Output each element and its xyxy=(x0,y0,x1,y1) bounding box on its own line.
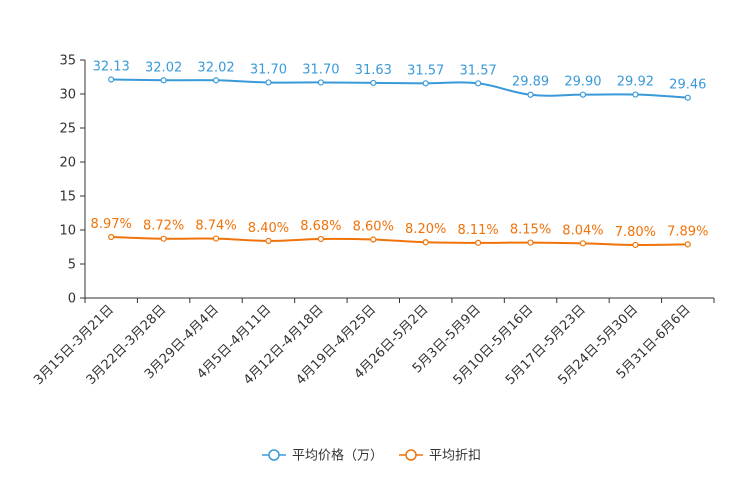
data-point xyxy=(422,239,429,246)
data-label: 31.57 xyxy=(460,63,497,78)
data-point xyxy=(317,79,324,86)
y-tick-label: 25 xyxy=(59,122,76,137)
y-tick-label: 0 xyxy=(68,292,76,307)
data-label: 32.02 xyxy=(145,60,182,75)
data-label: 8.04% xyxy=(562,223,603,238)
data-label: 8.15% xyxy=(510,223,551,238)
data-label: 31.63 xyxy=(355,63,392,78)
data-label: 8.74% xyxy=(195,219,236,234)
series-average-price: 32.13 32.02 32.02 31.70 31.70 31.63 31.57 31.57… xyxy=(93,60,706,101)
data-label: 32.02 xyxy=(197,60,234,75)
data-point xyxy=(579,91,587,98)
data-label: 8.20% xyxy=(405,222,446,237)
data-point xyxy=(108,233,115,241)
y-tick-label: 35 xyxy=(59,54,76,69)
data-point xyxy=(108,76,115,83)
data-label: 31.57 xyxy=(407,63,444,78)
data-label: 29.89 xyxy=(512,75,549,90)
data-label: 8.97% xyxy=(91,217,132,232)
series-layer: 32.13 32.02 32.02 31.70 31.70 31.63 31.57 31.57… xyxy=(91,60,708,249)
data-point xyxy=(475,239,482,246)
data-point xyxy=(422,80,429,87)
data-point xyxy=(684,241,691,248)
data-point xyxy=(632,91,639,98)
data-point xyxy=(527,91,534,98)
data-label: 29.90 xyxy=(564,75,601,90)
data-point xyxy=(370,236,377,243)
data-label: 32.13 xyxy=(93,60,130,75)
y-tick-label: 5 xyxy=(68,258,76,273)
data-label: 29.92 xyxy=(617,75,654,90)
data-point xyxy=(475,80,482,87)
legend-item-average-discount: 平均折扣 xyxy=(399,449,481,464)
data-label: 7.89% xyxy=(667,224,708,239)
data-label: 8.40% xyxy=(248,221,289,236)
data-point xyxy=(579,240,587,247)
data-point xyxy=(632,241,639,249)
y-tick-label: 10 xyxy=(59,224,76,239)
legend-label: 平均价格（万） xyxy=(292,448,383,464)
data-label: 8.72% xyxy=(143,219,184,234)
data-label: 8.11% xyxy=(457,223,498,238)
data-point xyxy=(684,94,691,101)
data-label: 8.60% xyxy=(353,220,394,235)
data-label: 31.70 xyxy=(302,62,339,77)
data-point xyxy=(370,79,377,87)
y-tick-label: 15 xyxy=(59,190,76,205)
series-average-discount: 8.97% 8.72% 8.74% 8.40% 8.68% 8.60% 8.20% 8.11%… xyxy=(91,217,708,249)
data-label: 29.46 xyxy=(669,78,706,93)
legend-marker-icon xyxy=(268,449,280,461)
data-point xyxy=(527,239,534,246)
legend-label: 平均折扣 xyxy=(429,449,481,464)
data-point xyxy=(212,77,220,84)
data-label: 31.70 xyxy=(250,62,287,77)
data-label: 7.80% xyxy=(615,225,656,240)
data-point xyxy=(212,235,220,242)
y-tick-label: 30 xyxy=(59,88,76,103)
data-point xyxy=(265,237,272,244)
data-point xyxy=(265,79,272,86)
data-point xyxy=(160,77,167,84)
legend-item-average-price: 平均价格（万） xyxy=(262,448,383,464)
data-point xyxy=(160,235,167,242)
legend-marker-icon xyxy=(405,449,417,461)
data-point xyxy=(317,235,324,243)
y-tick-label: 20 xyxy=(59,156,76,171)
data-label: 8.68% xyxy=(300,219,341,234)
series-line xyxy=(111,236,688,246)
series-line xyxy=(111,78,688,99)
legend: 平均价格（万） 平均折扣 xyxy=(262,448,481,464)
